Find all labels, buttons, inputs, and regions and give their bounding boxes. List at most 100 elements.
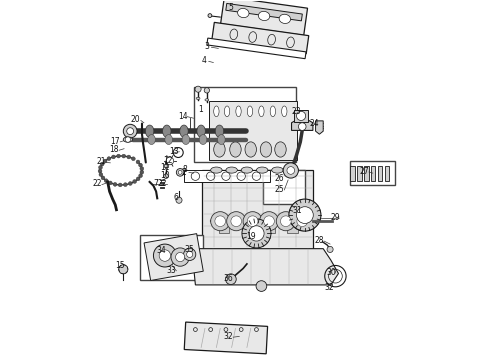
Ellipse shape	[270, 106, 275, 117]
Text: 27: 27	[360, 167, 369, 176]
Circle shape	[107, 157, 111, 161]
Text: 35: 35	[184, 245, 194, 254]
Ellipse shape	[275, 142, 286, 157]
Polygon shape	[144, 234, 203, 280]
Text: 15: 15	[115, 261, 124, 270]
Bar	[164, 163, 169, 167]
Ellipse shape	[196, 97, 200, 99]
Circle shape	[293, 212, 312, 231]
Circle shape	[131, 157, 135, 161]
Ellipse shape	[245, 142, 256, 157]
Bar	[378, 166, 382, 181]
Circle shape	[280, 216, 291, 226]
Ellipse shape	[215, 125, 223, 137]
Polygon shape	[219, 226, 229, 233]
Text: 10: 10	[160, 171, 170, 180]
Polygon shape	[212, 22, 309, 54]
Circle shape	[103, 159, 107, 163]
Circle shape	[98, 169, 102, 173]
Circle shape	[176, 168, 184, 176]
Bar	[184, 170, 270, 182]
Ellipse shape	[272, 167, 283, 173]
Circle shape	[98, 166, 102, 169]
Circle shape	[176, 197, 182, 203]
Circle shape	[327, 246, 333, 252]
Circle shape	[159, 250, 171, 261]
Ellipse shape	[241, 167, 253, 173]
Circle shape	[249, 226, 264, 241]
Circle shape	[247, 216, 258, 226]
Bar	[350, 166, 355, 181]
Bar	[263, 170, 305, 204]
Circle shape	[122, 154, 125, 158]
Bar	[140, 235, 203, 280]
Text: 14: 14	[178, 112, 188, 121]
Text: 31: 31	[293, 206, 302, 215]
Bar	[202, 170, 313, 250]
Text: 32: 32	[224, 332, 233, 341]
Ellipse shape	[180, 125, 188, 137]
Ellipse shape	[256, 167, 268, 173]
Text: 34: 34	[157, 246, 166, 255]
Ellipse shape	[249, 32, 257, 42]
Ellipse shape	[268, 34, 275, 45]
Bar	[385, 166, 389, 181]
Circle shape	[104, 179, 108, 183]
Ellipse shape	[123, 137, 132, 142]
Text: 23: 23	[292, 107, 301, 116]
Circle shape	[178, 171, 182, 174]
Text: 1: 1	[198, 105, 203, 114]
Text: 22: 22	[157, 179, 167, 188]
Circle shape	[256, 281, 267, 291]
Text: 5: 5	[228, 3, 233, 12]
Text: 36: 36	[223, 274, 233, 283]
Circle shape	[296, 111, 306, 121]
Polygon shape	[287, 226, 298, 233]
Ellipse shape	[287, 167, 298, 173]
Circle shape	[119, 265, 128, 274]
Circle shape	[140, 170, 144, 174]
Ellipse shape	[205, 99, 209, 101]
Text: 3: 3	[204, 42, 209, 51]
Circle shape	[225, 274, 236, 284]
Ellipse shape	[247, 106, 253, 117]
Text: 32: 32	[324, 283, 334, 292]
Circle shape	[231, 216, 242, 226]
Circle shape	[283, 163, 298, 178]
Ellipse shape	[236, 106, 241, 117]
Circle shape	[100, 162, 104, 166]
Text: 30: 30	[327, 268, 337, 277]
Ellipse shape	[279, 14, 291, 23]
Ellipse shape	[146, 125, 154, 137]
Ellipse shape	[165, 135, 172, 144]
Text: 19: 19	[246, 231, 256, 240]
Text: 13: 13	[170, 147, 179, 156]
Text: 8: 8	[182, 165, 187, 174]
Ellipse shape	[182, 135, 190, 144]
Circle shape	[99, 173, 103, 176]
Bar	[364, 166, 368, 181]
Text: 22: 22	[92, 179, 102, 188]
Text: 17: 17	[110, 136, 120, 145]
Polygon shape	[242, 226, 252, 233]
Bar	[349, 161, 394, 185]
Text: 2: 2	[182, 168, 186, 177]
Ellipse shape	[260, 142, 272, 157]
Circle shape	[242, 219, 271, 248]
Circle shape	[136, 177, 140, 181]
Text: 29: 29	[331, 213, 341, 222]
Ellipse shape	[258, 12, 270, 21]
Polygon shape	[265, 226, 275, 233]
Ellipse shape	[287, 37, 294, 48]
Circle shape	[296, 207, 313, 224]
Circle shape	[127, 128, 134, 135]
Polygon shape	[316, 121, 323, 134]
Ellipse shape	[230, 142, 241, 157]
Circle shape	[260, 212, 279, 231]
Circle shape	[211, 212, 230, 231]
Circle shape	[133, 180, 137, 183]
Circle shape	[112, 155, 116, 159]
Ellipse shape	[218, 135, 225, 144]
Circle shape	[128, 181, 132, 185]
Text: 33: 33	[167, 266, 176, 275]
